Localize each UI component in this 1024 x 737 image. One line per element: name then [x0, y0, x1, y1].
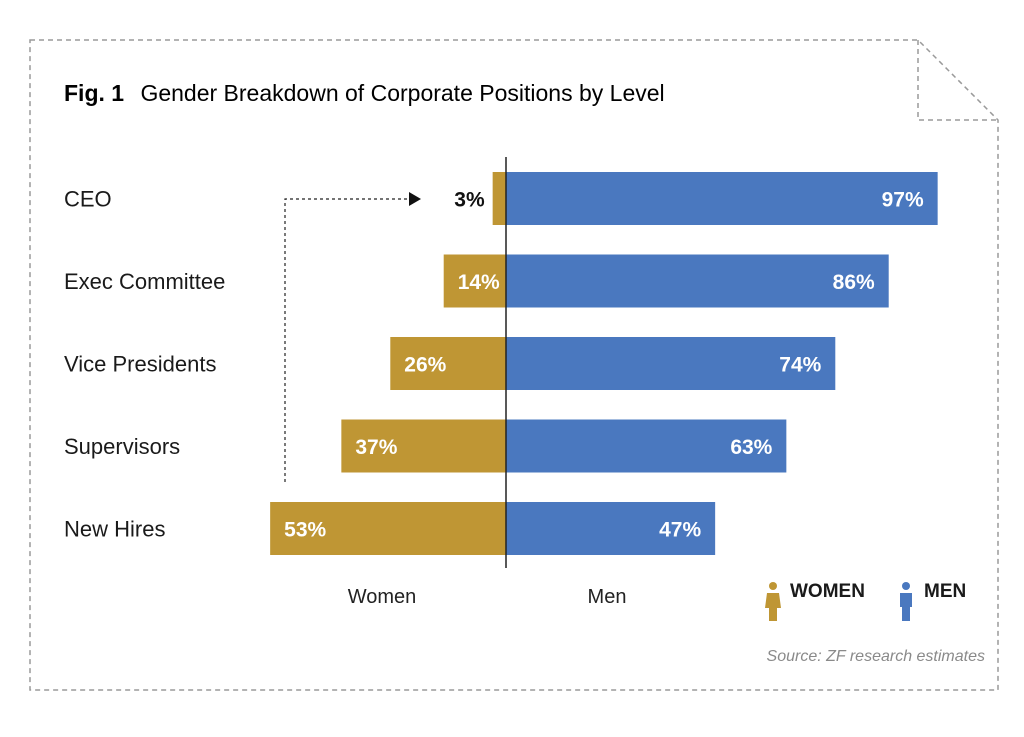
frame-border — [29, 39, 999, 691]
title-prefix: Fig. 1 — [64, 80, 124, 106]
annotation-arrow-head — [409, 192, 421, 206]
legend-women-icon — [765, 582, 781, 621]
category-label-supervisors: Supervisors — [64, 434, 180, 459]
legend-men-icon — [900, 582, 912, 621]
bar-men-exec-committee — [506, 254, 889, 308]
bar-women-new-hires — [270, 502, 506, 555]
value-label-men-vice-presidents: 74% — [779, 354, 821, 377]
bar-men-ceo — [506, 172, 938, 225]
value-label-women-vice-presidents: 26% — [404, 354, 446, 377]
legend-women-label: WOMEN — [790, 581, 865, 602]
bars — [270, 172, 938, 555]
bar-women-supervisors — [341, 419, 506, 473]
value-label-women-supervisors: 37% — [355, 436, 397, 459]
value-label-men-new-hires: 47% — [659, 519, 701, 542]
value-labels: 3% 97% 14% 86% 26% 74% 37% 63% 53% 47% — [284, 189, 924, 542]
bar-men-supervisors — [506, 419, 787, 473]
xlabel-women: Women — [348, 586, 417, 608]
value-label-women-exec-committee: 14% — [458, 271, 500, 294]
category-labels: CEO Exec Committee Vice Presidents Supervis… — [64, 187, 225, 542]
xlabel-men: Men — [588, 586, 627, 608]
value-label-women-ceo: 3% — [454, 189, 485, 212]
bar-women-exec-committee — [443, 254, 506, 308]
bar-women-vice-presidents — [390, 337, 506, 390]
category-label-vice-presidents: Vice Presidents — [64, 352, 216, 377]
title-text: Gender Breakdown of Corporate Positions … — [140, 80, 664, 106]
value-label-men-ceo: 97% — [882, 189, 924, 212]
annotation-arrow-line — [284, 198, 410, 482]
category-label-exec-committee: Exec Committee — [64, 269, 225, 294]
legend: WOMEN MEN — [765, 581, 966, 621]
value-label-men-exec-committee: 86% — [833, 271, 875, 294]
bar-men-vice-presidents — [506, 337, 836, 390]
value-label-men-supervisors: 63% — [730, 436, 772, 459]
category-label-ceo: CEO — [64, 187, 112, 212]
category-label-new-hires: New Hires — [64, 517, 165, 542]
legend-men-label: MEN — [924, 581, 966, 602]
bar-women-ceo — [492, 172, 506, 225]
bar-men-new-hires — [506, 502, 716, 555]
chart-title: Fig. 1 Gender Breakdown of Corporate Pos… — [64, 80, 665, 106]
value-label-women-new-hires: 53% — [284, 519, 326, 542]
source-note: Source: ZF research estimates — [767, 648, 985, 665]
